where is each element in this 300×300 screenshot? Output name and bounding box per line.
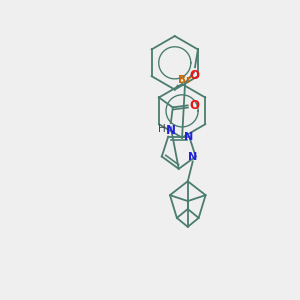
Text: N: N [166, 124, 176, 137]
Text: H: H [158, 124, 166, 134]
Text: N: N [188, 152, 197, 161]
Text: Br: Br [178, 75, 191, 85]
Text: O: O [189, 69, 199, 82]
Text: N: N [184, 132, 193, 142]
Text: O: O [190, 99, 200, 112]
